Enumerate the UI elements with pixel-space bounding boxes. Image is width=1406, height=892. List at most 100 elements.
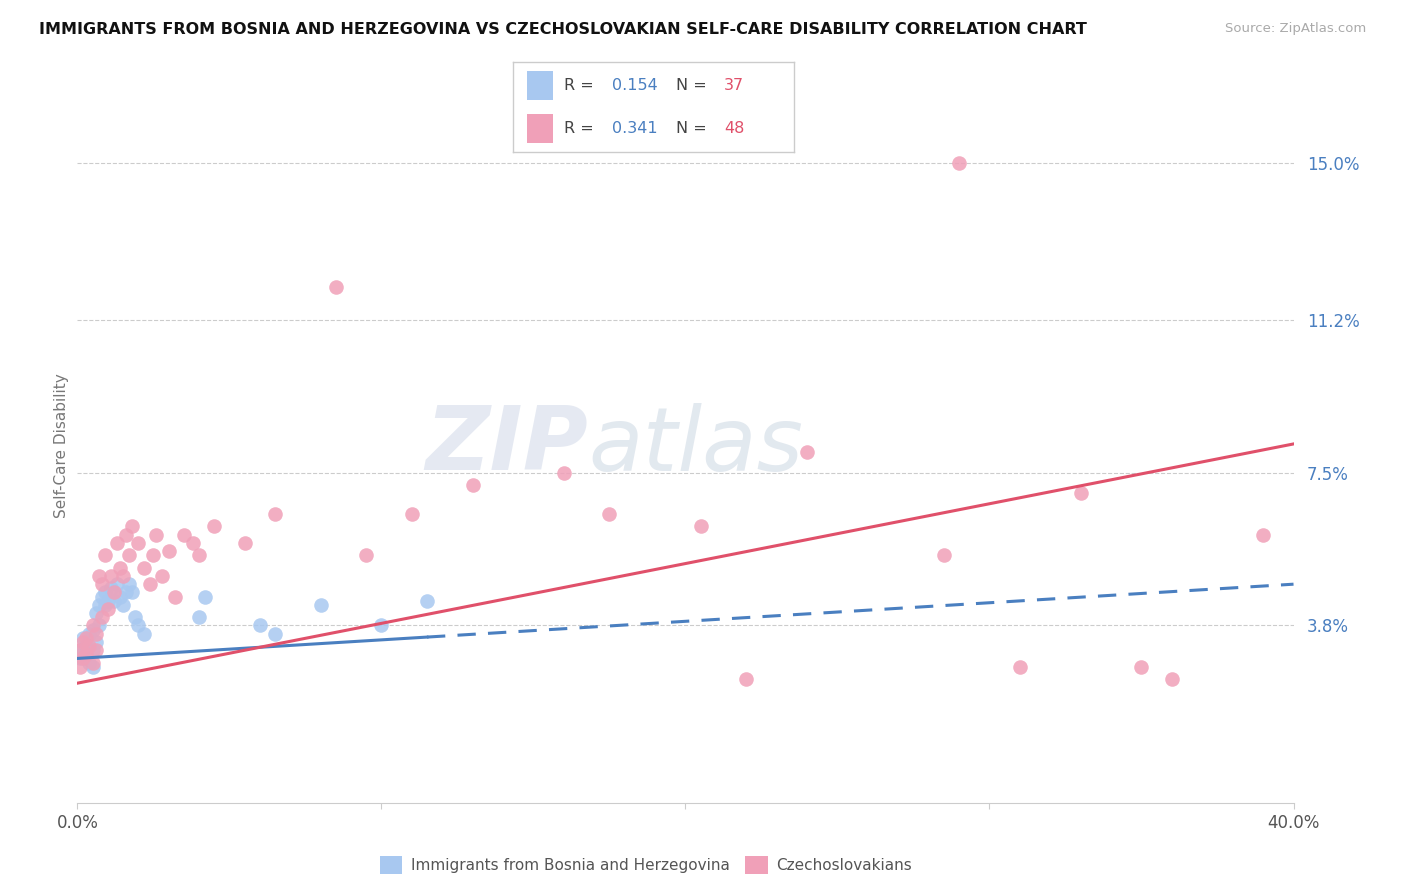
Point [194,590,217,604]
Point [461,478,484,492]
Point [84,643,107,657]
Point [72,631,94,645]
Point [948,156,970,170]
Point [796,445,818,459]
Point [108,560,131,574]
Text: N =: N = [676,78,707,93]
Point [82,643,104,657]
Point [111,598,134,612]
Point [188,549,211,563]
Point [82,618,104,632]
Point [87,598,110,612]
Point [264,626,287,640]
Point [127,536,149,550]
Point [72,648,94,662]
Point [100,569,122,583]
Point [108,590,131,604]
Point [181,536,204,550]
Text: 0.154: 0.154 [612,78,658,93]
Point [75,639,97,653]
Text: atlas: atlas [588,403,803,489]
Point [121,519,143,533]
Point [735,672,758,686]
Point [93,585,115,599]
Point [118,549,141,563]
Point [72,635,94,649]
Point [124,610,146,624]
Point [79,626,101,640]
Point [100,582,122,596]
Text: Source: ZipAtlas.com: Source: ZipAtlas.com [1226,22,1367,36]
Point [188,610,211,624]
Text: N =: N = [676,121,707,136]
Point [79,656,101,670]
Point [553,466,575,480]
Point [72,651,94,665]
Point [370,618,392,632]
Point [157,544,180,558]
Point [121,585,143,599]
Point [97,602,120,616]
Point [163,590,186,604]
Point [90,590,112,604]
Point [1251,527,1274,541]
Point [75,651,97,665]
Point [127,618,149,632]
Point [84,635,107,649]
Point [69,659,91,673]
Text: ZIP: ZIP [426,402,588,490]
Point [84,606,107,620]
Text: R =: R = [564,121,593,136]
Point [152,569,174,583]
Point [105,577,128,591]
Point [75,631,97,645]
Text: Immigrants from Bosnia and Herzegovina: Immigrants from Bosnia and Herzegovina [411,858,730,872]
Text: R =: R = [564,78,593,93]
Point [932,549,955,563]
Text: IMMIGRANTS FROM BOSNIA AND HERZEGOVINA VS CZECHOSLOVAKIAN SELF-CARE DISABILITY C: IMMIGRANTS FROM BOSNIA AND HERZEGOVINA V… [39,22,1087,37]
Point [97,593,120,607]
Point [233,536,256,550]
Point [75,648,97,662]
Point [103,585,125,599]
Point [93,549,115,563]
Point [87,618,110,632]
Point [139,577,162,591]
Point [1070,486,1092,500]
Point [90,577,112,591]
Point [82,623,104,637]
Point [79,639,101,653]
Point [115,527,138,541]
Point [145,527,167,541]
Point [202,519,225,533]
Point [69,643,91,657]
Point [173,527,195,541]
Point [111,569,134,583]
Point [309,598,332,612]
Point [90,610,112,624]
Point [93,598,115,612]
Point [134,626,156,640]
Point [416,593,439,607]
Point [401,507,423,521]
Point [1161,672,1184,686]
Text: 37: 37 [724,78,744,93]
Point [82,659,104,673]
Point [115,585,138,599]
Point [1008,659,1031,673]
Point [69,651,91,665]
Point [118,577,141,591]
Text: 48: 48 [724,121,744,136]
Y-axis label: Self-Care Disability: Self-Care Disability [53,374,69,518]
Point [1130,659,1153,673]
Point [598,507,620,521]
Point [249,618,271,632]
Text: Czechoslovakians: Czechoslovakians [776,858,912,872]
Point [69,643,91,657]
Bar [527,114,553,143]
Point [84,626,107,640]
Point [82,656,104,670]
Point [142,549,165,563]
Text: 0.341: 0.341 [612,121,657,136]
Point [689,519,711,533]
